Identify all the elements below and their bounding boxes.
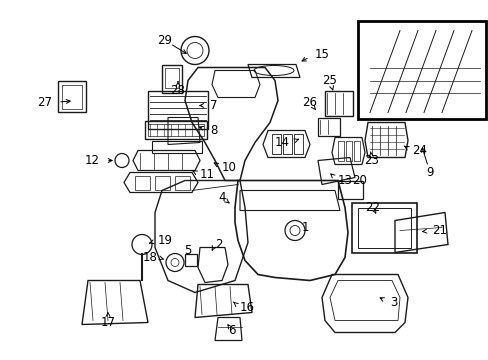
Text: 17: 17 (101, 316, 115, 329)
Bar (353, 140, 359, 161)
Bar (325, 90, 352, 116)
Bar (357, 21, 485, 118)
Text: 16: 16 (240, 301, 254, 314)
Text: 5: 5 (184, 244, 191, 257)
Bar (148, 123, 203, 135)
Text: 10: 10 (222, 161, 236, 174)
Bar (162, 64, 182, 93)
Bar (337, 140, 343, 161)
Text: 1: 1 (301, 221, 308, 234)
Bar (148, 90, 207, 129)
Bar (152, 140, 202, 153)
Bar (337, 180, 362, 198)
Text: 11: 11 (200, 168, 215, 181)
Text: 14: 14 (274, 136, 289, 149)
Bar (271, 134, 281, 153)
Text: 9: 9 (426, 166, 433, 179)
Bar (351, 202, 416, 252)
Bar (357, 207, 410, 248)
Bar (135, 175, 150, 189)
Text: 2: 2 (215, 238, 222, 251)
Bar (175, 175, 190, 189)
Bar (58, 81, 86, 112)
Text: 28: 28 (170, 84, 185, 97)
Text: 26: 26 (302, 96, 317, 109)
Text: 8: 8 (209, 124, 217, 137)
Bar (184, 255, 197, 266)
Text: 21: 21 (431, 224, 446, 237)
Bar (145, 121, 206, 139)
Text: 18: 18 (143, 251, 158, 264)
Bar (155, 175, 170, 189)
Text: 4: 4 (218, 191, 225, 204)
Text: 13: 13 (337, 174, 352, 187)
Text: 6: 6 (228, 324, 235, 337)
Text: 12: 12 (85, 154, 100, 167)
Bar (293, 134, 303, 153)
Text: 22: 22 (365, 201, 380, 214)
Text: 29: 29 (157, 34, 172, 47)
Text: 24: 24 (411, 144, 426, 157)
Text: 15: 15 (314, 48, 329, 61)
Bar (346, 140, 351, 161)
Text: 3: 3 (389, 296, 397, 309)
Text: 23: 23 (364, 154, 379, 167)
Bar (62, 85, 82, 108)
Text: 7: 7 (209, 99, 217, 112)
Text: 19: 19 (158, 234, 173, 247)
Text: 27: 27 (37, 96, 52, 109)
Bar (317, 117, 339, 135)
Text: 25: 25 (322, 74, 337, 87)
Bar (283, 134, 291, 153)
Text: 20: 20 (352, 174, 366, 187)
Bar (164, 68, 179, 87)
